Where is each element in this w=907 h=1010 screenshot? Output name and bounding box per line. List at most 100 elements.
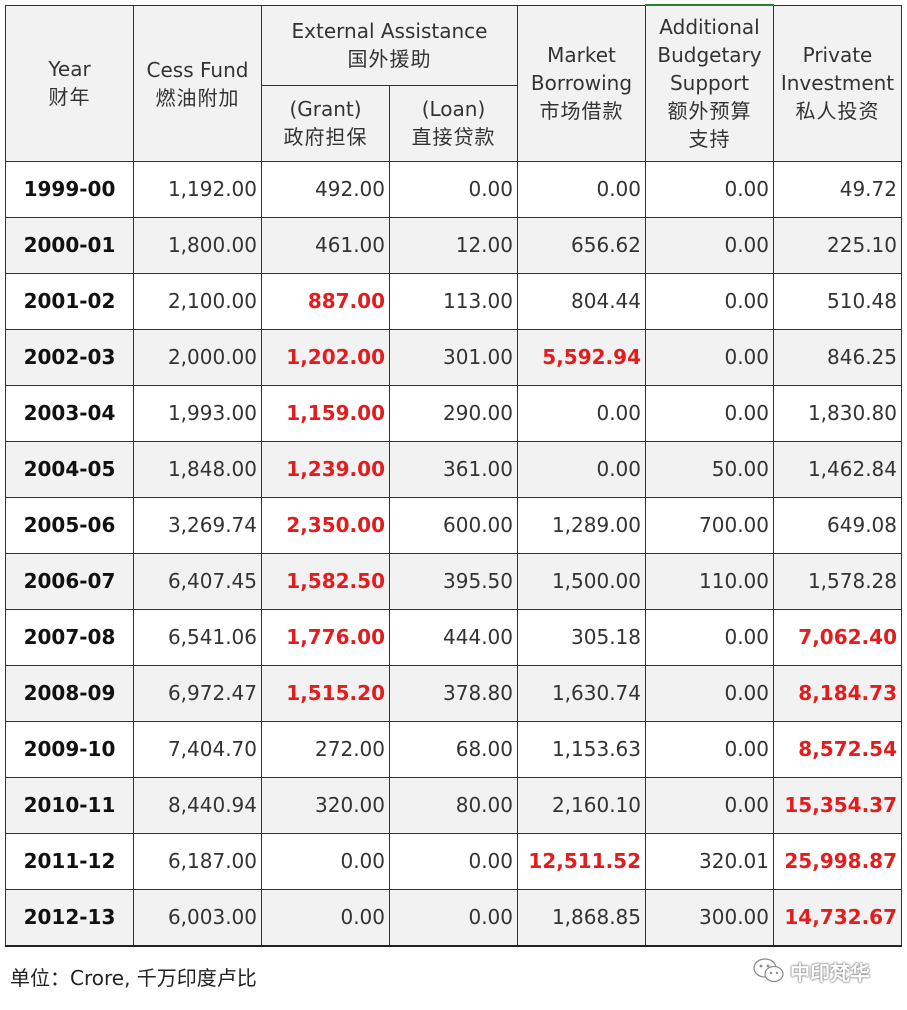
header-market-en2: Borrowing: [530, 71, 633, 95]
header-loan-zh: 直接贷款: [411, 125, 496, 149]
cell-market: 305.18: [517, 608, 646, 666]
cell-year: 2007-08: [5, 608, 134, 666]
header-external-en: External Assistance: [291, 19, 488, 43]
cell-private: 510.48: [773, 272, 902, 330]
header-loan: (Loan) 直接贷款: [389, 84, 518, 162]
cell-private: 8,184.73: [773, 664, 902, 722]
cell-year: 2011-12: [5, 832, 134, 890]
cell-private: 649.08: [773, 496, 902, 554]
cell-private: 49.72: [773, 160, 902, 218]
cell-market: 804.44: [517, 272, 646, 330]
cell-market: 1,630.74: [517, 664, 646, 722]
cell-budget: 0.00: [645, 384, 774, 442]
table-row: 2010-11 8,440.94 320.00 80.00 2,160.10 0.00 15…: [5, 776, 902, 834]
cell-private: 7,062.40: [773, 608, 902, 666]
table-row: 2003-04 1,993.00 1,159.00 290.00 0.00 0.00 1,8…: [5, 384, 902, 442]
cell-grant: 1,515.20: [261, 664, 390, 722]
cell-loan: 290.00: [389, 384, 518, 442]
cell-budget: 0.00: [645, 608, 774, 666]
header-budget-en1: Additional: [659, 15, 760, 40]
cell-loan: 395.50: [389, 552, 518, 610]
header-private-en2: Investment: [780, 71, 895, 95]
header-loan-en: (Loan): [421, 97, 486, 121]
cell-budget: 300.00: [645, 888, 774, 947]
cell-cess: 1,848.00: [133, 440, 262, 498]
cell-grant: 1,202.00: [261, 328, 390, 386]
cell-grant: 1,239.00: [261, 440, 390, 498]
table-row: 2009-10 7,404.70 272.00 68.00 1,153.63 0.00 8,…: [5, 720, 902, 778]
cell-cess: 6,187.00: [133, 832, 262, 890]
cell-cess: 2,000.00: [133, 328, 262, 386]
header-cess-zh: 燃油附加: [155, 85, 240, 110]
header-grant: (Grant) 政府担保: [261, 84, 390, 162]
cell-budget: 0.00: [645, 776, 774, 834]
cell-grant: 1,776.00: [261, 608, 390, 666]
cell-grant: 887.00: [261, 272, 390, 330]
cell-budget: 0.00: [645, 720, 774, 778]
cell-loan: 113.00: [389, 272, 518, 330]
cell-year: 2010-11: [5, 776, 134, 834]
cell-loan: 80.00: [389, 776, 518, 834]
header-budget-zh2: 支持: [688, 127, 731, 152]
cell-year: 1999-00: [5, 160, 134, 218]
header-cess-fund: Cess Fund 燃油附加: [133, 4, 262, 162]
cell-year: 2005-06: [5, 496, 134, 554]
cell-grant: 461.00: [261, 216, 390, 274]
cell-cess: 7,404.70: [133, 720, 262, 778]
cell-private: 14,732.67: [773, 888, 902, 947]
cell-loan: 378.80: [389, 664, 518, 722]
header-external-zh: 国外援助: [347, 47, 432, 71]
cell-market: 1,153.63: [517, 720, 646, 778]
cell-budget: 0.00: [645, 664, 774, 722]
cell-private: 846.25: [773, 328, 902, 386]
cell-market: 0.00: [517, 440, 646, 498]
cell-grant: 0.00: [261, 888, 390, 947]
cell-market: 12,511.52: [517, 832, 646, 890]
cell-cess: 3,269.74: [133, 496, 262, 554]
header-private-zh: 私人投资: [795, 99, 880, 123]
cell-budget: 320.01: [645, 832, 774, 890]
cell-cess: 8,440.94: [133, 776, 262, 834]
cell-grant: 272.00: [261, 720, 390, 778]
header-cess-en: Cess Fund: [146, 57, 249, 82]
cell-loan: 600.00: [389, 496, 518, 554]
header-private-en1: Private: [802, 43, 873, 67]
cell-cess: 2,100.00: [133, 272, 262, 330]
table-body: 1999-00 1,192.00 492.00 0.00 0.00 0.00 49.72 20…: [5, 160, 902, 947]
unit-note: 单位：Crore, 千万印度卢比: [10, 966, 257, 990]
spreadsheet: Year 财年 Cess Fund 燃油附加 External Assistan…: [5, 4, 902, 947]
watermark-text: 中印梵华: [790, 960, 870, 985]
header-year: Year 财年: [5, 4, 134, 162]
cell-private: 225.10: [773, 216, 902, 274]
cell-grant: 2,350.00: [261, 496, 390, 554]
cell-budget: 110.00: [645, 552, 774, 610]
cell-grant: 492.00: [261, 160, 390, 218]
cell-private: 8,572.54: [773, 720, 902, 778]
cell-loan: 68.00: [389, 720, 518, 778]
header-market-borrowing: Market Borrowing 市场借款: [517, 4, 646, 162]
cell-budget: 50.00: [645, 440, 774, 498]
cell-grant: 1,159.00: [261, 384, 390, 442]
cell-budget: 0.00: [645, 160, 774, 218]
header-private-investment: Private Investment 私人投资: [773, 4, 902, 162]
cell-cess: 1,800.00: [133, 216, 262, 274]
cell-year: 2004-05: [5, 440, 134, 498]
cell-year: 2009-10: [5, 720, 134, 778]
table-row: 2001-02 2,100.00 887.00 113.00 804.44 0.00 510…: [5, 272, 902, 330]
table-row: 2005-06 3,269.74 2,350.00 600.00 1,289.00 700…: [5, 496, 902, 554]
cell-cess: 6,407.45: [133, 552, 262, 610]
table-row: 2000-01 1,800.00 461.00 12.00 656.62 0.00 225.…: [5, 216, 902, 274]
header-grant-zh: 政府担保: [283, 125, 368, 149]
watermark: 中印梵华: [752, 955, 870, 987]
cell-year: 2012-13: [5, 888, 134, 947]
cell-budget: 700.00: [645, 496, 774, 554]
cell-year: 2002-03: [5, 328, 134, 386]
table-row: 2006-07 6,407.45 1,582.50 395.50 1,500.00 110…: [5, 552, 902, 610]
header-market-en1: Market: [547, 43, 616, 67]
header-year-en: Year: [48, 57, 91, 81]
cell-loan: 301.00: [389, 328, 518, 386]
cell-loan: 361.00: [389, 440, 518, 498]
cell-private: 1,578.28: [773, 552, 902, 610]
cell-year: 2003-04: [5, 384, 134, 442]
cell-year: 2001-02: [5, 272, 134, 330]
